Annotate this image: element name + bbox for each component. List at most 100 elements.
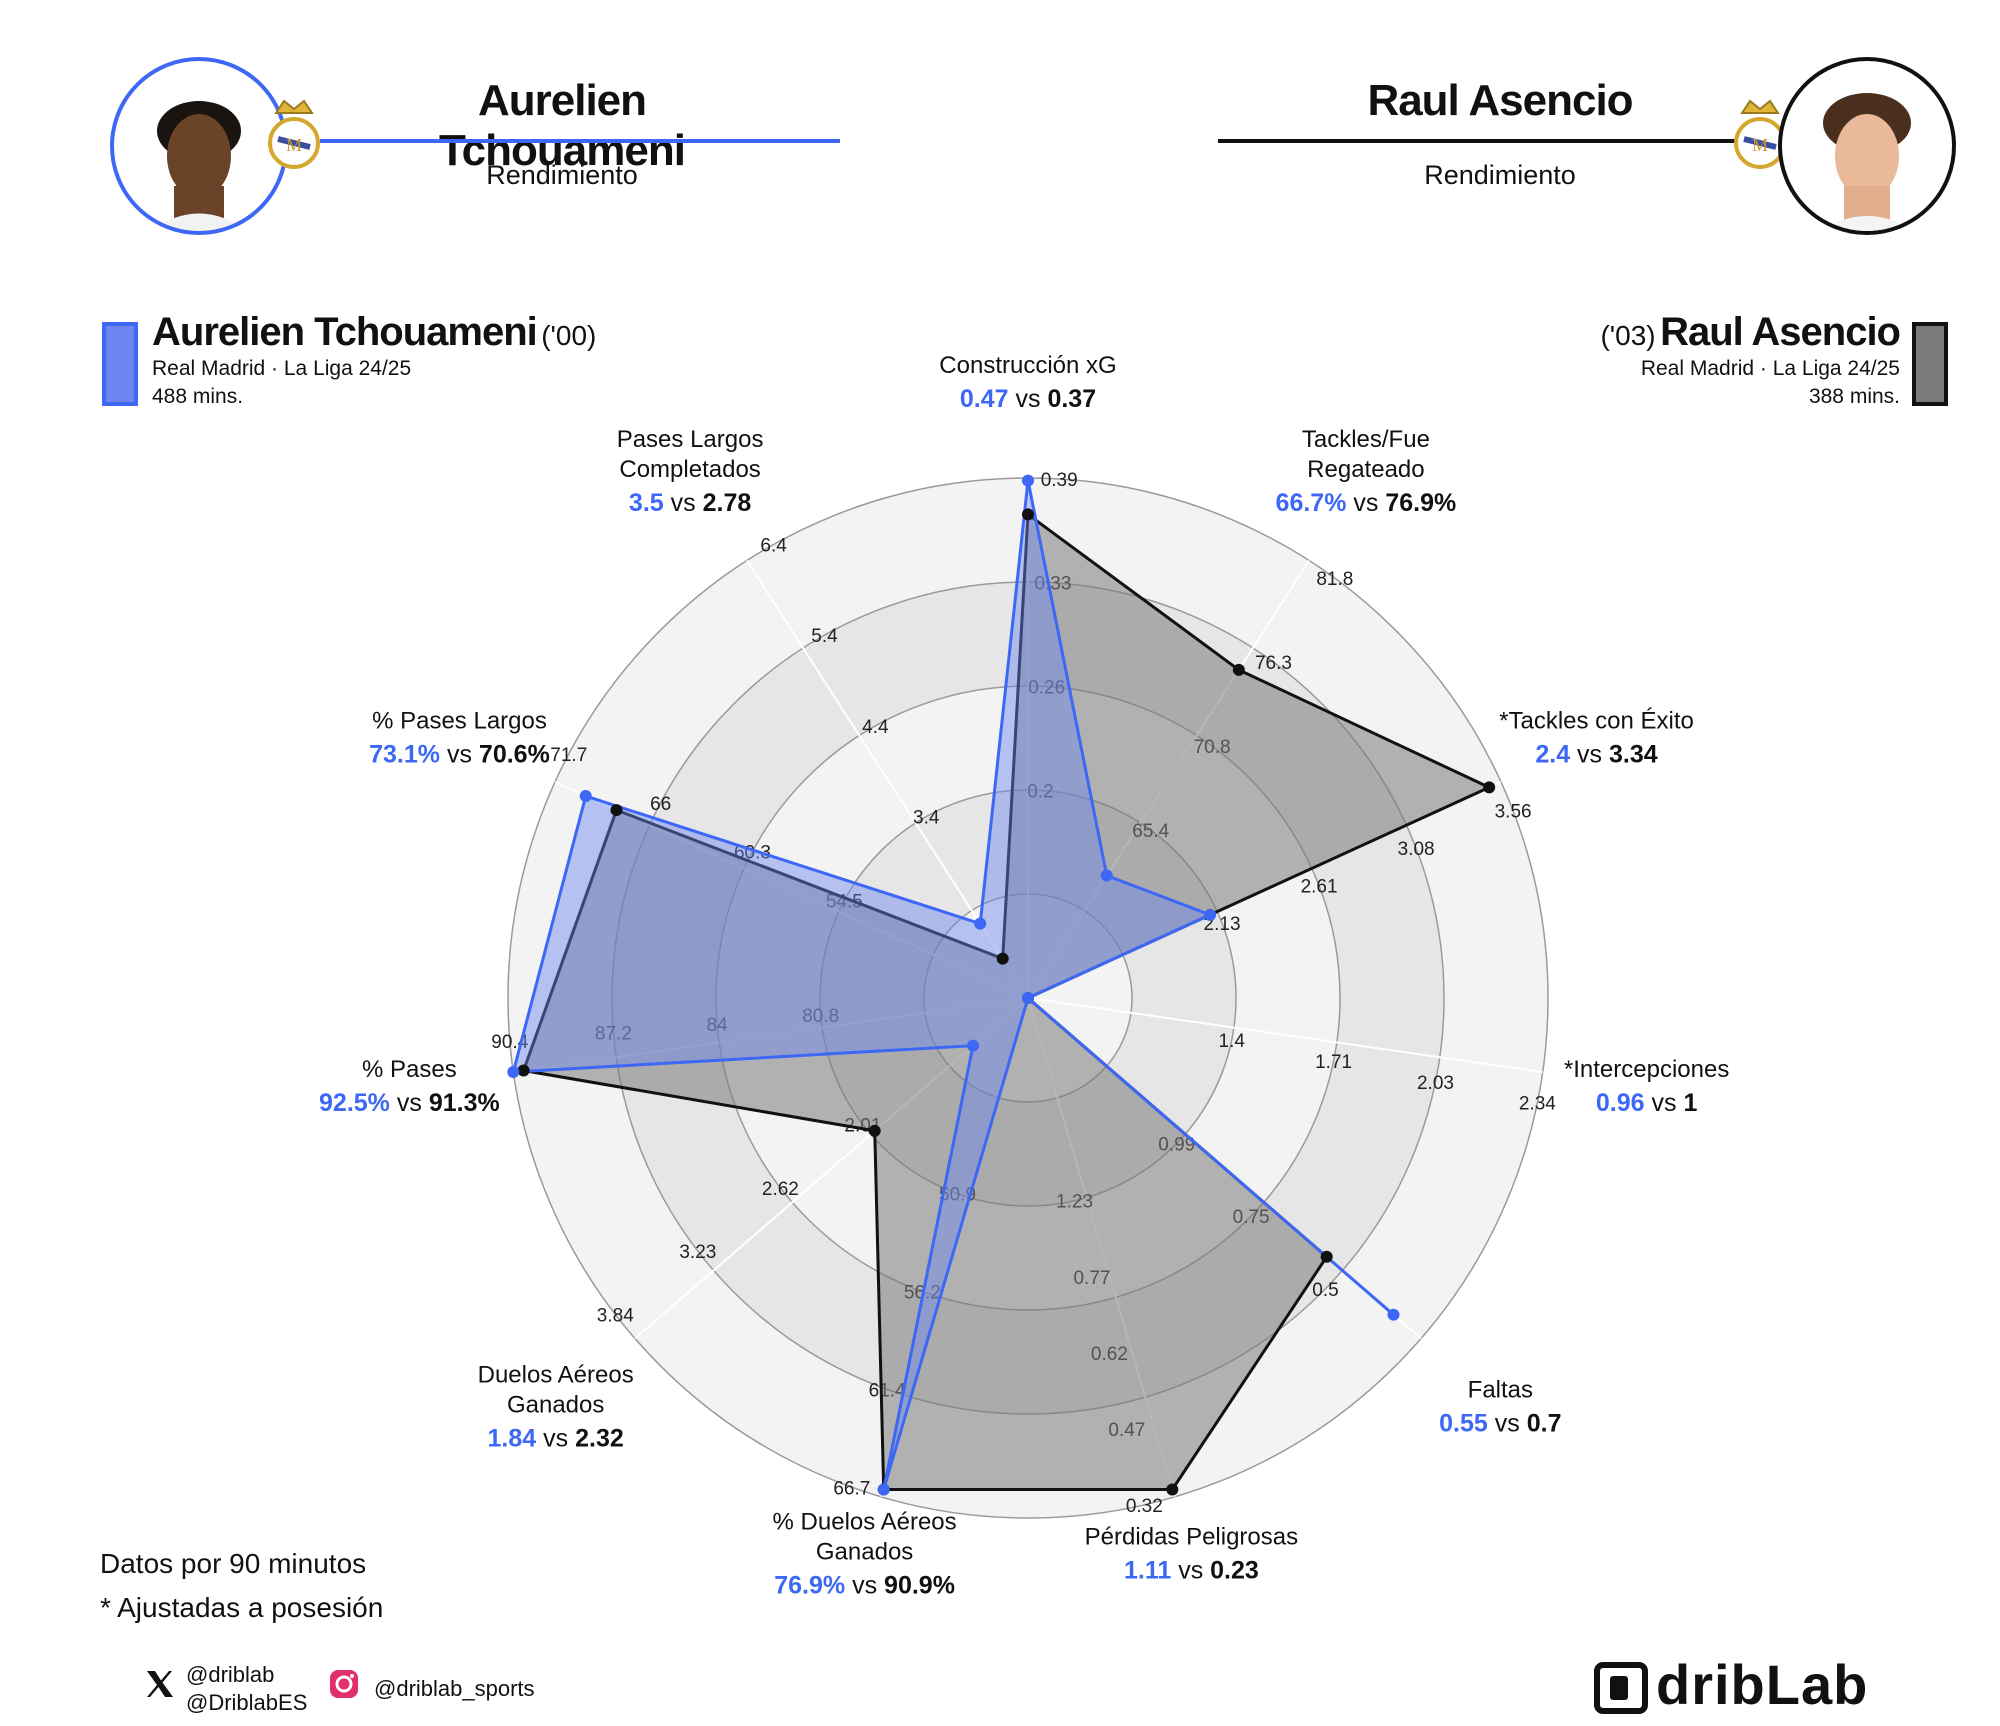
player2-point xyxy=(1483,781,1496,794)
radar-axis-values: 0.96 vs 1 xyxy=(1596,1089,1698,1117)
player2-point xyxy=(996,952,1009,965)
radar-spoke xyxy=(1027,997,1543,1073)
player1-legend-minutes: 488 mins. xyxy=(152,385,244,408)
player2-club-crest-icon: M xyxy=(1728,95,1792,171)
twitter-handle-1[interactable]: @driblab xyxy=(186,1662,275,1687)
radar-tick-label: 2.03 xyxy=(1417,1073,1454,1094)
radar-axis-values: 2.4 vs 3.34 xyxy=(1535,740,1657,768)
radar-axis-label: Duelos Aéreos xyxy=(478,1361,634,1388)
radar-tick-label: 0.39 xyxy=(1041,470,1078,491)
vs-word: vs xyxy=(1645,1089,1684,1117)
radar-axis-label-group: % Pases 92.5% vs 91.3% xyxy=(319,1056,500,1117)
player1-point xyxy=(507,1066,520,1079)
radar-tick-label: 3.84 xyxy=(597,1305,634,1326)
vs-word: vs xyxy=(390,1089,429,1117)
radar-axis-label: Ganados xyxy=(507,1391,604,1418)
player2-point xyxy=(1320,1250,1333,1263)
vs-word: vs xyxy=(1171,1557,1210,1585)
radar-axis-label-group: Duelos Aéreos Ganados 1.84 vs 2.32 xyxy=(478,1361,634,1452)
radar-axis-label: Construcción xG xyxy=(939,352,1116,379)
player1-value: 0.55 xyxy=(1439,1409,1488,1437)
radar-tick-label: 3.08 xyxy=(1398,839,1435,860)
radar-axis-values: 3.5 vs 2.78 xyxy=(629,489,751,517)
player2-point xyxy=(868,1124,881,1137)
vs-word: vs xyxy=(1009,385,1048,413)
player1-polygon xyxy=(511,480,1395,1490)
radar-tick-label: 3.4 xyxy=(913,808,940,829)
player2-value: 0.37 xyxy=(1047,385,1096,413)
vs-word: vs xyxy=(845,1572,884,1600)
player1-point xyxy=(1387,1308,1400,1321)
player1-value: 0.47 xyxy=(960,385,1009,413)
driblab-brand: dribLab xyxy=(1656,1653,1869,1716)
player1-point xyxy=(974,917,987,930)
radar-axis-label: Pases Largos xyxy=(617,426,764,453)
player1-value: 66.7% xyxy=(1276,489,1347,517)
radar-axis-label-group: *Tackles con Éxito 2.4 vs 3.34 xyxy=(1499,707,1694,768)
header-right-underline xyxy=(1218,139,1738,143)
player2-point xyxy=(1166,1483,1179,1496)
player1-value: 73.1% xyxy=(369,740,440,768)
instagram-handle[interactable]: @driblab_sports xyxy=(374,1676,535,1701)
radar-axis-label: Tackles/Fue xyxy=(1302,426,1430,453)
radar-axis-label: Ganados xyxy=(816,1539,913,1566)
radar-axis-values: 0.55 vs 0.7 xyxy=(1439,1409,1561,1437)
player1-value: 3.5 xyxy=(629,489,664,517)
radar-axis-label-group: Pérdidas Peligrosas 1.11 vs 0.23 xyxy=(1085,1524,1298,1585)
radar-tick-label: 2.34 xyxy=(1519,1094,1556,1115)
player2-legend: ('03) Raul Asencio Real Madrid · La Liga… xyxy=(1600,310,1901,411)
radar-axis-label-group: Pases Largos Completados 3.5 vs 2.78 xyxy=(617,426,764,517)
radar-tick-label: 81.8 xyxy=(1316,569,1353,590)
radar-axis-label: *Intercepciones xyxy=(1564,1056,1729,1083)
player1-point xyxy=(579,790,592,803)
radar-tick-label: 6.4 xyxy=(760,535,787,556)
radar-tick-label: 2.62 xyxy=(762,1179,799,1200)
header-right-player-name: Raul Asencio xyxy=(1367,76,1633,125)
player1-legend-team: Real Madrid · La Liga 24/25 xyxy=(152,357,412,380)
player2-value: 2.32 xyxy=(575,1424,624,1452)
vs-word: vs xyxy=(1488,1409,1527,1437)
twitter-handle-2[interactable]: @DriblabES xyxy=(186,1690,308,1715)
radar-axis-label: Pérdidas Peligrosas xyxy=(1085,1524,1298,1551)
radar-tick-label: 0.32 xyxy=(1126,1496,1163,1517)
radar-tick-label: 2.61 xyxy=(1301,877,1338,898)
player2-legend-name: Raul Asencio xyxy=(1660,310,1901,354)
player2-value: 90.9% xyxy=(884,1572,955,1600)
player1-value: 1.84 xyxy=(488,1424,537,1452)
player2-legend-swatch xyxy=(1912,322,1948,406)
radar-axis-values: 73.1% vs 70.6% xyxy=(369,740,550,768)
player2-value: 1 xyxy=(1683,1089,1697,1117)
radar-axis-label: Regateado xyxy=(1307,456,1424,483)
player2-value: 76.9% xyxy=(1385,489,1456,517)
header-right-subtitle: Rendimiento xyxy=(1424,160,1576,190)
radar-tick-label: 5.4 xyxy=(811,626,838,647)
player1-portrait-icon xyxy=(150,101,248,231)
player2-value: 3.34 xyxy=(1609,740,1658,768)
radar-axis-label-group: Construcción xG 0.47 vs 0.37 xyxy=(939,352,1116,413)
player1-value: 92.5% xyxy=(319,1089,390,1117)
radar-axis-label: % Pases Largos xyxy=(372,707,547,734)
radar-axis-label-group: % Pases Largos 73.1% vs 70.6% xyxy=(369,707,550,768)
radar-axis-values: 76.9% vs 90.9% xyxy=(774,1572,955,1600)
radar-axis-label: % Duelos Aéreos xyxy=(773,1509,957,1536)
player2-portrait-icon xyxy=(1819,93,1915,231)
player1-legend-name: Aurelien Tchouameni xyxy=(152,310,538,354)
radar-axis-label: Completados xyxy=(619,456,760,483)
vs-word: vs xyxy=(664,489,703,517)
radar-axis-label-group: *Intercepciones 0.96 vs 1 xyxy=(1564,1056,1729,1117)
driblab-logo-icon xyxy=(1594,1662,1648,1719)
header-left-underline xyxy=(320,139,840,143)
player2-point xyxy=(1232,663,1245,676)
player1-legend: Aurelien Tchouameni ('00) Real Madrid · … xyxy=(152,310,596,411)
player2-legend-team: Real Madrid · La Liga 24/25 xyxy=(1640,357,1900,380)
player2-point xyxy=(610,804,623,817)
footer-note-per90: Datos por 90 minutos xyxy=(100,1548,367,1579)
header-left-subtitle: Rendimiento xyxy=(486,160,638,190)
radar-axis-label: Faltas xyxy=(1468,1376,1533,1403)
vs-word: vs xyxy=(536,1424,575,1452)
header-left-player-name: Aurelien Tchouameni xyxy=(439,76,686,175)
radar-tick-label: 71.7 xyxy=(550,745,587,766)
player1-point xyxy=(877,1483,890,1496)
player1-legend-year: ('00) xyxy=(541,320,597,351)
